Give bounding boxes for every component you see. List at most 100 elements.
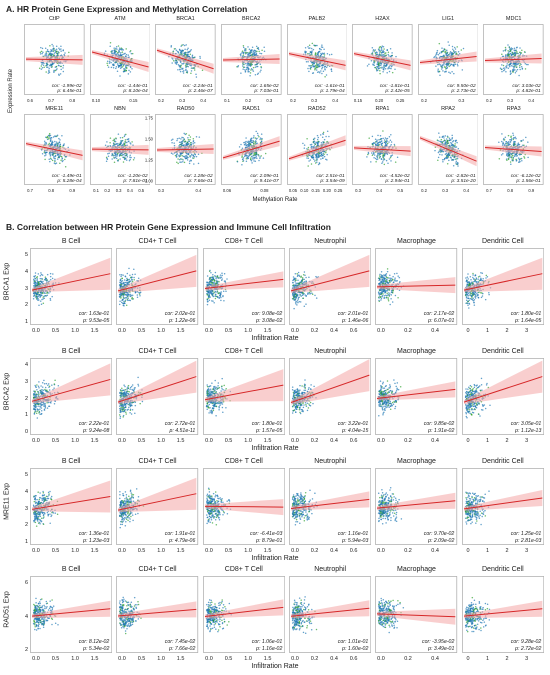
data-point — [515, 71, 517, 74]
data-point — [317, 54, 319, 57]
data-point — [453, 156, 455, 158]
data-point — [501, 154, 503, 156]
data-point — [323, 155, 325, 158]
data-point — [118, 75, 121, 77]
data-point — [382, 51, 384, 53]
p-value: p: 3.54e-09 — [319, 178, 345, 184]
data-point — [381, 162, 383, 164]
data-point — [305, 148, 308, 150]
data-point — [513, 140, 516, 143]
data-point — [292, 284, 294, 287]
data-point — [376, 156, 379, 159]
data-point — [503, 143, 505, 145]
data-point — [192, 154, 195, 156]
cor-value: cor: 2.09e-01 — [250, 173, 279, 179]
data-point — [456, 63, 458, 66]
data-point — [125, 69, 127, 72]
data-point — [111, 153, 113, 156]
data-point — [393, 143, 396, 146]
data-point — [295, 293, 297, 296]
data-point — [182, 155, 185, 158]
data-point — [110, 66, 112, 69]
data-point — [445, 152, 447, 154]
data-point — [506, 154, 508, 157]
data-point — [183, 52, 185, 54]
data-point — [513, 137, 516, 139]
data-point — [120, 66, 122, 68]
plot-area: cor: 9.50e-02p: 2.73e-020.2 0.3 — [417, 24, 479, 103]
panel-title: RPA3 — [506, 106, 521, 112]
data-point — [515, 143, 517, 145]
plot-area: cor: -1.44e-01p: 8.10e-040.10 0.15 — [89, 24, 151, 103]
data-point — [390, 160, 392, 162]
data-point — [375, 67, 378, 70]
data-point — [308, 44, 310, 46]
data-point — [68, 51, 70, 54]
data-point — [214, 295, 216, 297]
data-point — [512, 63, 515, 65]
data-point — [180, 61, 182, 63]
data-point — [62, 144, 65, 147]
data-point — [179, 152, 182, 155]
data-point — [254, 140, 257, 142]
scatter-panel: H2AX cor: -1.81e-01 p: 2.42e-05 0.15 0.20 0.2… — [352, 16, 413, 104]
data-point — [522, 139, 525, 141]
data-point — [375, 161, 377, 163]
data-point — [54, 155, 57, 157]
data-point — [253, 53, 256, 55]
data-point — [311, 146, 313, 148]
data-point — [208, 280, 211, 283]
data-point — [252, 70, 254, 72]
data-point — [395, 55, 397, 58]
data-point — [242, 63, 244, 65]
data-point — [321, 152, 324, 155]
data-point — [254, 49, 256, 52]
panel-title: Neutrophil — [314, 238, 347, 245]
data-point — [305, 276, 307, 279]
data-point — [119, 300, 122, 302]
data-point — [123, 140, 126, 143]
data-point — [246, 52, 248, 54]
data-point — [297, 301, 299, 304]
data-point — [455, 160, 457, 162]
data-point — [124, 275, 127, 277]
data-point — [50, 53, 52, 55]
data-point — [191, 70, 193, 72]
data-point — [190, 143, 193, 146]
data-point — [121, 53, 124, 56]
data-point — [510, 64, 513, 67]
data-point — [35, 297, 38, 299]
data-point — [190, 49, 193, 51]
data-point — [242, 157, 245, 159]
data-point — [108, 60, 111, 63]
data-point — [301, 276, 304, 279]
data-point — [371, 135, 374, 138]
data-point — [374, 138, 377, 140]
data-point — [447, 41, 449, 43]
data-point — [40, 280, 43, 283]
x-tick-label: 0.2 — [158, 98, 164, 103]
data-point — [58, 137, 60, 140]
data-point — [123, 292, 126, 294]
data-point — [506, 158, 508, 160]
data-point — [191, 153, 193, 156]
data-point — [172, 51, 175, 53]
data-point — [191, 142, 193, 144]
regression-line — [157, 148, 214, 151]
data-point — [508, 46, 511, 48]
data-point — [302, 292, 304, 294]
data-point — [373, 64, 376, 66]
data-point — [505, 48, 507, 50]
data-point — [509, 152, 512, 155]
data-point — [381, 142, 384, 144]
data-point — [300, 276, 302, 278]
p-value: p: 5.28e-04 — [56, 178, 82, 184]
data-point — [60, 68, 62, 71]
data-point — [187, 141, 189, 144]
data-point — [455, 162, 457, 164]
data-point — [388, 158, 391, 160]
data-point — [119, 273, 121, 276]
data-point — [117, 144, 120, 147]
data-point — [386, 71, 389, 74]
data-point — [214, 271, 216, 274]
